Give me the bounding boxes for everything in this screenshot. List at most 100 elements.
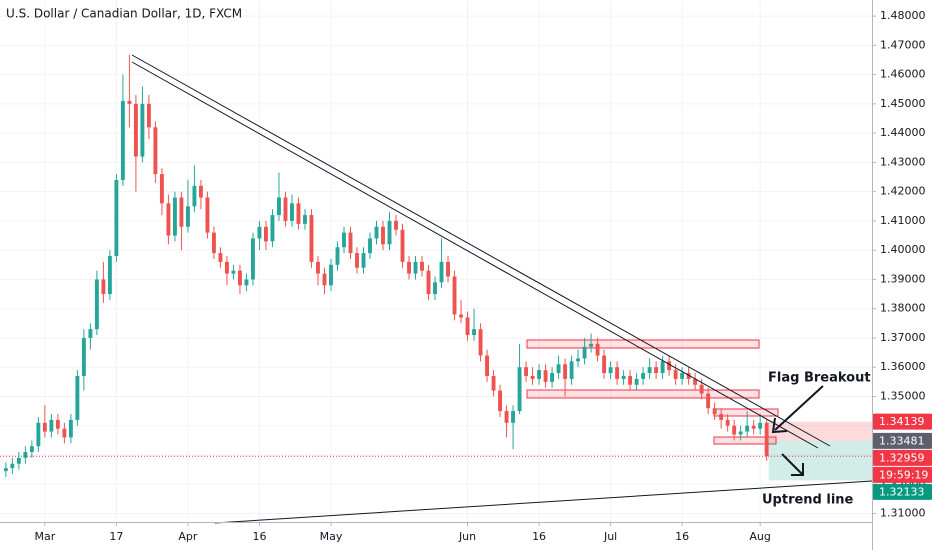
candle-body — [387, 220, 392, 245]
y-tick-label: 1.35000 — [880, 389, 926, 402]
candle-body — [511, 411, 516, 423]
candle-body — [452, 276, 457, 315]
candle-body — [303, 215, 307, 224]
candle-body — [368, 238, 372, 254]
candle-body — [88, 329, 93, 338]
price-label-bg — [873, 413, 932, 430]
candle-body — [693, 378, 698, 385]
y-tick-label: 1.41000 — [880, 214, 926, 227]
price-label-bg — [873, 432, 932, 449]
price-label: 1.32133 — [879, 485, 925, 498]
candle-body — [355, 253, 359, 268]
arrow — [781, 453, 804, 476]
uptrend-line — [214, 480, 873, 524]
candle-body — [660, 361, 665, 374]
x-tick-label: Jul — [603, 530, 617, 543]
candle-body — [485, 355, 489, 376]
axes: 1.310001.320001.330001.340001.350001.360… — [34, 9, 932, 543]
y-tick-label: 1.36000 — [880, 360, 926, 373]
candle-body — [758, 422, 763, 429]
candle-body — [400, 229, 405, 262]
candle-body — [595, 343, 600, 356]
candle-body — [153, 127, 158, 175]
candle-body — [725, 419, 730, 426]
x-tick-label: May — [320, 530, 343, 543]
candle-body — [120, 100, 125, 180]
y-tick-label: 1.47000 — [880, 38, 926, 51]
candle-body — [680, 373, 685, 379]
x-tick-label: Mar — [34, 530, 55, 543]
candle-body — [738, 431, 743, 435]
x-tick-label: 16 — [675, 530, 689, 543]
candle-body — [563, 364, 568, 379]
price-label: 1.34139 — [879, 415, 925, 428]
candle-body — [472, 329, 476, 336]
y-tick-label: 1.40000 — [880, 243, 926, 256]
candle-body — [140, 103, 145, 157]
candle-body — [641, 373, 646, 379]
candle-body — [615, 367, 620, 379]
candle-body — [465, 317, 470, 336]
x-tick-label: 16 — [252, 530, 266, 543]
candle-body — [68, 419, 73, 438]
candle-body — [185, 206, 190, 227]
grid — [0, 0, 872, 522]
candle-body — [576, 358, 581, 362]
candle-body — [407, 261, 411, 274]
candle-body — [218, 253, 223, 262]
drawings — [526, 339, 779, 445]
candle-body — [348, 232, 353, 254]
x-tick-label: 16 — [532, 530, 546, 543]
y-tick-label: 1.38000 — [880, 302, 926, 315]
candle-body — [673, 370, 678, 379]
candle-body — [23, 452, 28, 458]
candle-body — [543, 370, 548, 382]
candle-body — [686, 373, 691, 379]
candle-body — [166, 203, 171, 236]
y-tick-label: 1.44000 — [880, 126, 926, 139]
candle-body — [732, 425, 737, 435]
price-label-bg — [873, 449, 932, 466]
candle-body — [699, 384, 704, 394]
candle-body — [491, 375, 496, 391]
candle-body — [712, 408, 717, 415]
y-tick-label: 1.43000 — [880, 155, 926, 168]
candle-body — [16, 457, 21, 464]
candle-body — [81, 337, 86, 376]
candle-body — [251, 238, 255, 280]
candle-body — [277, 197, 281, 216]
flag-box — [526, 339, 760, 349]
arrow — [774, 385, 824, 431]
candle-body — [764, 422, 769, 457]
candle-body — [244, 279, 249, 286]
candle-body — [179, 197, 184, 227]
candle-body — [133, 103, 138, 157]
candle-body — [316, 261, 320, 274]
candle-body — [569, 361, 574, 379]
candle-body — [582, 346, 587, 359]
y-tick-label: 1.42000 — [880, 185, 926, 198]
y-tick-label: 1.37000 — [880, 331, 926, 344]
candle-body — [62, 428, 67, 438]
candle-body — [413, 261, 418, 274]
candles — [3, 54, 769, 477]
candle-body — [198, 185, 203, 198]
candle-body — [517, 367, 522, 412]
candle-body — [335, 247, 340, 265]
candle-body — [211, 232, 216, 254]
candle-body — [478, 329, 483, 356]
candle-body — [224, 261, 229, 274]
candle-body — [49, 419, 54, 432]
annotation: Uptrend line — [762, 493, 854, 508]
candle-body — [628, 375, 633, 385]
candle-body — [654, 367, 659, 374]
candle-body — [159, 174, 164, 204]
candle-body — [374, 226, 379, 239]
candle-body — [10, 463, 15, 469]
candle-body — [237, 270, 242, 286]
candle-body — [127, 100, 132, 104]
candle-body — [459, 314, 463, 318]
candle-body — [114, 179, 119, 257]
candle-body — [608, 367, 613, 374]
